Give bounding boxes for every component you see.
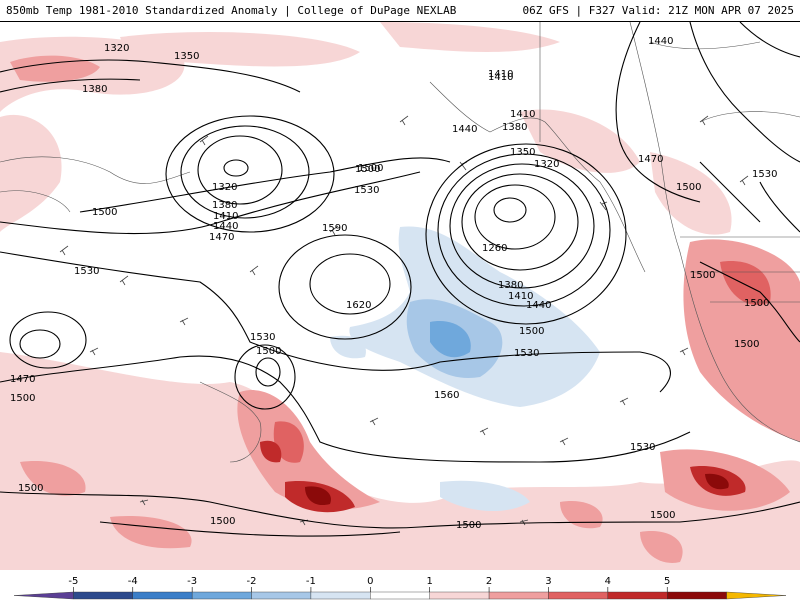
contour-label: 1530: [752, 169, 777, 180]
contour-labels: 1320 1350 1380 1410 1440 1410 1380 1350 …: [10, 36, 777, 531]
anomaly-colorbar: -5 -4 -3 -2 -1 0 1 2 3 4 5: [13, 576, 787, 600]
contour-label: 1260: [482, 243, 507, 254]
colorbar-swatch: [310, 591, 371, 600]
contour-label: 1380: [502, 122, 527, 133]
contour-label: 1470: [209, 232, 234, 243]
colorbar-swatch: [488, 591, 549, 600]
contour-label: 1500: [744, 298, 769, 309]
contour-label: 1380: [82, 84, 107, 95]
map-header: 850mb Temp 1981-2010 Standardized Anomal…: [0, 0, 800, 22]
colorbar-tick-label: -1: [306, 576, 316, 587]
contour-label: 1500: [650, 510, 675, 521]
contour-label: 1320: [212, 182, 237, 193]
colorbar-tick-label: 5: [664, 576, 670, 587]
colorbar-swatch: [73, 591, 133, 600]
colorbar-swatch: [726, 591, 787, 600]
contour-label: 1530: [630, 442, 655, 453]
contour-label: 1440: [526, 300, 551, 311]
colorbar-swatch: [251, 591, 312, 600]
height-contours: [0, 22, 800, 537]
contour-label: 1320: [534, 159, 559, 170]
contour-label: 1500: [519, 326, 544, 337]
colorbar-tick-label: -5: [68, 576, 78, 587]
coastlines: [0, 22, 800, 463]
contour-label: 1470: [638, 154, 663, 165]
contour-label: 1320: [104, 43, 129, 54]
contour-label: 1500: [734, 339, 759, 350]
contour-label: 1500: [18, 483, 43, 494]
contour-label: 1380: [498, 280, 523, 291]
contour-label: 1530: [74, 266, 99, 277]
contour-label: 1500: [256, 346, 281, 357]
colorbar-tick-label: 1: [427, 576, 433, 587]
contour-label: 1500: [355, 164, 380, 175]
colorbar-swatch: [370, 591, 430, 600]
contour-label: 1500: [456, 520, 481, 531]
colorbar-tick-label: 4: [605, 576, 611, 587]
colorbar-tick-label: 3: [545, 576, 551, 587]
contour-label: 1350: [510, 147, 535, 158]
contour-label: 1500: [10, 393, 35, 404]
colorbar-swatches: [13, 591, 787, 600]
contour-label: 1350: [174, 51, 199, 62]
contour-label: 1410: [213, 211, 238, 222]
colorbar-swatch: [191, 591, 252, 600]
colorbar-swatch: [132, 591, 193, 600]
colorbar-swatch: [667, 591, 727, 600]
contour-label: 1530: [354, 185, 379, 196]
contour-label: 1410: [488, 69, 513, 80]
contour-label: 1590: [322, 223, 347, 234]
contour-label: 1620: [346, 300, 371, 311]
model-run-label: 06Z GFS | F327 Valid: 21Z MON APR 07 202…: [522, 4, 794, 17]
colorbar-swatch: [13, 591, 74, 600]
contour-label: 1470: [10, 374, 35, 385]
colorbar-tick-label: 0: [367, 576, 373, 587]
contour-label: 1500: [676, 182, 701, 193]
contour-label: 1500: [690, 270, 715, 281]
contour-label: 1410: [488, 72, 513, 83]
colorbar-tick-label: -3: [187, 576, 197, 587]
anomaly-map: 1320 1350 1380 1410 1440 1410 1380 1350 …: [0, 22, 800, 570]
contour-label: 1410: [510, 109, 535, 120]
contour-label: 1560: [434, 390, 459, 401]
contour-label: 1500: [92, 207, 117, 218]
colorbar-swatch: [429, 591, 490, 600]
colorbar-tick-label: -4: [128, 576, 138, 587]
colorbar-swatch: [548, 591, 609, 600]
colorbar-ticks: -5 -4 -3 -2 -1 0 1 2 3 4 5: [68, 576, 670, 592]
colorbar-tick-label: 2: [486, 576, 492, 587]
contour-label: 1440: [213, 221, 238, 232]
contour-label: 1500: [358, 163, 383, 174]
contour-label: 1500: [210, 516, 235, 527]
map-title: 850mb Temp 1981-2010 Standardized Anomal…: [6, 4, 457, 17]
colorbar-swatch: [607, 591, 668, 600]
contour-label: 1530: [514, 348, 539, 359]
contour-label: 1440: [648, 36, 673, 47]
contour-label: 1410: [508, 291, 533, 302]
contour-label: 1380: [212, 200, 237, 211]
colorbar-tick-label: -2: [247, 576, 257, 587]
contour-label: 1440: [452, 124, 477, 135]
contour-label: 1530: [250, 332, 275, 343]
